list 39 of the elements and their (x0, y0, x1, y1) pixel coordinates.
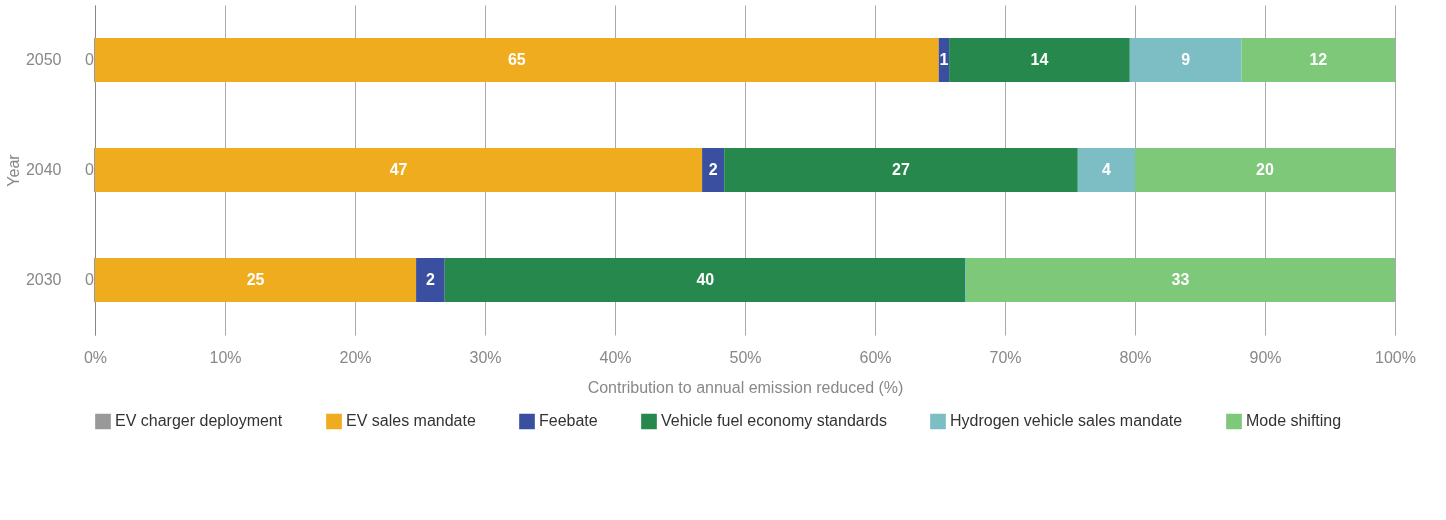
data-label: 0 (85, 51, 95, 68)
x-tick-label: 0% (83, 348, 108, 366)
x-tick-label: 50% (729, 348, 762, 366)
x-tick-label: 40% (599, 348, 632, 366)
data-label: 65 (507, 51, 526, 68)
data-label: 9 (1181, 51, 1191, 68)
data-label: 25 (246, 271, 265, 288)
data-label: 1 (939, 51, 949, 68)
data-label: 27 (892, 161, 910, 178)
y-tick-label: 2040 (25, 161, 62, 178)
data-label: 12 (1309, 51, 1328, 68)
data-label: 40 (696, 271, 715, 288)
data-label: 33 (1171, 271, 1190, 288)
x-tick-label: 10% (209, 348, 242, 366)
data-label: 20 (1256, 161, 1274, 178)
legend-label: EV charger deployment (115, 412, 283, 430)
x-tick-label: 70% (989, 348, 1022, 366)
data-label: 0 (85, 271, 95, 288)
x-tick-label: 80% (1119, 348, 1152, 366)
legend-label: Vehicle fuel economy standards (661, 412, 887, 430)
x-tick-label: 20% (339, 348, 372, 366)
y-axis-title: Year (4, 153, 22, 187)
y-tick-label: 2030 (25, 271, 62, 288)
data-label: 4 (1101, 161, 1111, 178)
x-tick-label: 30% (469, 348, 502, 366)
data-label: 2 (708, 161, 718, 178)
legend-label: EV sales mandate (346, 412, 476, 430)
x-tick-label: 90% (1249, 348, 1282, 366)
legend-label: Hydrogen vehicle sales mandate (950, 412, 1183, 430)
legend-label: Mode shifting (1246, 412, 1342, 430)
data-label: 2 (425, 271, 435, 288)
y-tick-label: 2050 (25, 51, 62, 68)
data-label: 0 (85, 161, 95, 178)
x-axis-title: Contribution to annual emission reduced (%) (587, 378, 904, 396)
legend-label: Feebate (539, 412, 598, 430)
x-tick-label: 60% (859, 348, 892, 366)
x-tick-label: 100% (1375, 348, 1416, 366)
data-label: 47 (389, 161, 408, 178)
data-label: 14 (1030, 51, 1049, 68)
